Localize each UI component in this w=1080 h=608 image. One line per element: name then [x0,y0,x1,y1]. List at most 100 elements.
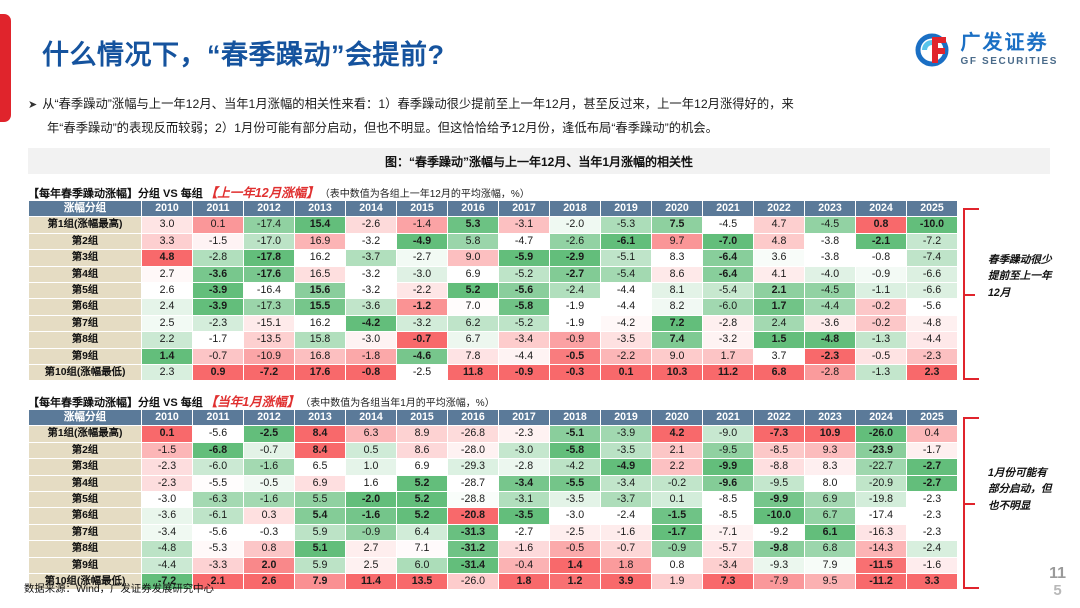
table-cell: 2.3 [906,364,958,382]
table-cell: -1.6 [243,458,295,476]
table-cell: 1.4 [549,556,601,575]
table-cell: -2.6 [549,232,601,251]
table-cell: -26.0 [855,425,907,443]
table-cell: 2.6 [243,573,295,591]
table-cell: -11.2 [855,573,907,591]
table-cell: -0.9 [498,364,550,382]
table-cell: -2.3 [141,474,193,493]
row-label: 第3组 [28,458,142,476]
table-cell: -31.2 [447,540,499,558]
row-label: 第7组 [28,523,142,542]
table-column-header: 2025 [906,408,958,427]
table-cell: 1.9 [651,573,703,591]
table-cell: 6.0 [396,556,448,575]
table-cell: 6.5 [294,458,346,476]
table-cell: -4.2 [600,314,652,333]
table-2-caption-note: （表中数值为各组当年1月的平均涨幅，%） [305,398,495,409]
table-column-header: 2019 [600,408,652,427]
table-cell: -0.9 [855,265,907,284]
table-cell: -2.8 [498,458,550,476]
row-label: 第5组 [28,282,142,300]
table-cell: 1.7 [753,298,805,316]
table-cell: -0.7 [600,540,652,558]
table-column-header: 2023 [804,408,856,427]
table-cell: -2.3 [498,425,550,443]
table-cell: -26.0 [447,573,499,591]
table-cell: -3.0 [396,265,448,284]
table-column-header: 2020 [651,408,703,427]
table-column-header: 2012 [243,199,295,218]
table-cell: 3.0 [141,216,193,234]
figure-title: 图：“春季躁动”涨幅与上一年12月、当年1月涨幅的相关性 [384,154,694,169]
row-label: 第8组 [28,540,142,558]
table-cell: 16.9 [294,232,346,251]
row-label: 第6组 [28,298,142,316]
table-cell: -16.4 [243,282,295,300]
table-cell: 3.3 [906,573,958,591]
table-cell: -5.6 [192,425,244,443]
source-note: 数据来源：Wind，广发证券发展研究中心 [24,584,214,595]
table-cell: -29.3 [447,458,499,476]
table-cell: -1.7 [906,441,958,460]
table-cell: -0.7 [243,441,295,460]
table-cell: -16.3 [855,523,907,542]
page-number: 11 5 [1049,565,1066,599]
table-cell: 16.8 [294,347,346,366]
table-cell: 3.3 [141,232,193,251]
table-cell: -0.2 [855,314,907,333]
table-cell: -2.3 [906,347,958,366]
table-row: 第10组(涨幅最低) 2.3 0.9 -7.2 17.6 -0.8 -2.5 11.8 -0.9… [28,364,958,382]
table-cell: -2.3 [141,458,193,476]
table-cell: -1.3 [855,364,907,382]
table-row: 第5组 -3.0 -6.3 -1.6 5.5 -2.0 5.2 -28.8 -3.1 -3.5 -3… [28,491,958,509]
table-cell: -11.5 [855,556,907,575]
table-cell: -7.4 [906,249,958,267]
table-cell: -4.9 [600,458,652,476]
table-cell: 3.9 [600,573,652,591]
page-title: 什么情况下，“春季躁动”会提前? [42,40,445,70]
table-column-header: 2021 [702,199,754,218]
table-cell: 7.2 [651,314,703,333]
table-cell: -2.1 [855,232,907,251]
table-cell: 2.0 [243,556,295,575]
table-cell: -2.3 [906,523,958,542]
table-cell: -2.5 [396,364,448,382]
table-cell: 2.1 [753,282,805,300]
table-cell: -4.4 [600,298,652,316]
table-cell: -2.7 [498,523,550,542]
table-cell: -3.1 [498,216,550,234]
table-cell: -3.2 [396,314,448,333]
table-cell: -6.4 [702,249,754,267]
table-cell: -0.9 [549,331,601,349]
table-column-header: 2011 [192,199,244,218]
table-cell: 9.5 [804,573,856,591]
table-cell: -8.8 [753,458,805,476]
table-cell: 2.2 [141,331,193,349]
table-cell: -6.4 [702,265,754,284]
table-1-caption-prefix: 【每年春季躁动涨幅】分组 VS 每组 [28,188,203,200]
table-cell: -3.2 [345,282,397,300]
table-cell: -4.5 [702,216,754,234]
table-cell: -28.7 [447,474,499,493]
table-column-header: 2022 [753,408,805,427]
table-cell: 8.3 [651,249,703,267]
table-cell: 2.4 [141,298,193,316]
table-cell: -5.4 [702,282,754,300]
table-cell: -2.8 [702,314,754,333]
table-cell: -28.0 [447,441,499,460]
table-cell: -1.6 [243,491,295,509]
table-cell: -0.8 [345,364,397,382]
table-cell: -3.4 [498,331,550,349]
table-cell: 0.9 [192,364,244,382]
table-cell: -4.2 [549,458,601,476]
table-cell: 5.2 [396,491,448,509]
table-cell: 0.8 [855,216,907,234]
table-cell: -2.7 [906,458,958,476]
row-label: 第2组 [28,232,142,251]
table-cell: -28.8 [447,491,499,509]
table-cell: -20.9 [855,474,907,493]
table-cell: -5.4 [600,265,652,284]
row-label: 第7组 [28,314,142,333]
table-cell: -5.6 [906,298,958,316]
